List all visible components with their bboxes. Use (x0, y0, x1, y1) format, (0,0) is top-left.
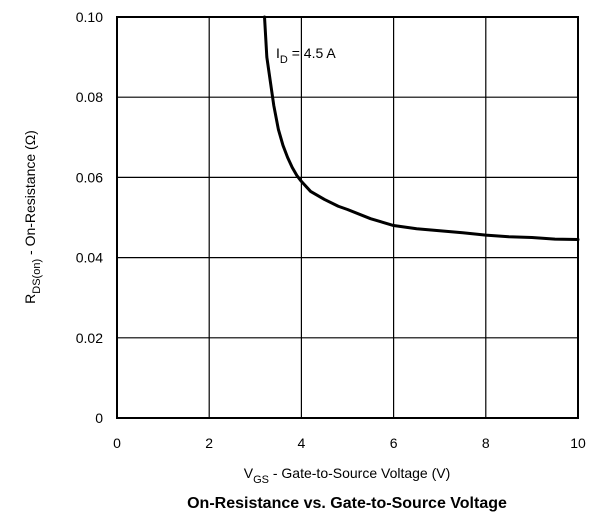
y-tick-label: 0.02 (76, 330, 103, 346)
y-tick-label: 0.10 (76, 9, 103, 25)
y-tick-label: 0.08 (76, 89, 103, 105)
y-label-main: R (22, 294, 38, 304)
x-tick-label: 4 (298, 435, 306, 451)
y-axis-label: RDS(on) - On-Resistance (Ω) (22, 130, 43, 304)
chart-title: On-Resistance vs. Gate-to-Source Voltage (187, 495, 507, 512)
y-label-sub: DS(on) (31, 259, 43, 294)
x-tick-label: 2 (205, 435, 213, 451)
x-tick-label: 6 (390, 435, 398, 451)
x-axis-label: VGS - Gate-to-Source Voltage (V) (244, 465, 451, 486)
x-tick-label: 10 (570, 435, 586, 451)
annotation-rest: = 4.5 A (288, 45, 337, 61)
y-label-rest: - On-Resistance (Ω) (22, 130, 38, 259)
current-annotation: ID = 4.5 A (276, 45, 336, 66)
x-label-main: V (244, 465, 254, 481)
grid (117, 17, 578, 418)
annotation-main: I (276, 45, 280, 61)
plot-frame (116, 16, 579, 419)
series-line (263, 15, 580, 242)
annotation-sub: D (280, 54, 288, 66)
x-tick-label: 0 (113, 435, 121, 451)
series-layer (263, 15, 580, 242)
x-label-rest: - Gate-to-Source Voltage (V) (269, 465, 450, 481)
y-axis-ticks: 0 0.02 0.04 0.06 0.08 0.10 (76, 9, 103, 426)
x-axis-ticks: 0 2 4 6 8 10 (113, 435, 586, 451)
y-tick-label: 0.04 (76, 250, 103, 266)
x-label-sub: GS (253, 474, 269, 486)
x-tick-label: 8 (482, 435, 490, 451)
y-tick-label: 0 (95, 410, 103, 426)
y-tick-label: 0.06 (76, 169, 103, 185)
